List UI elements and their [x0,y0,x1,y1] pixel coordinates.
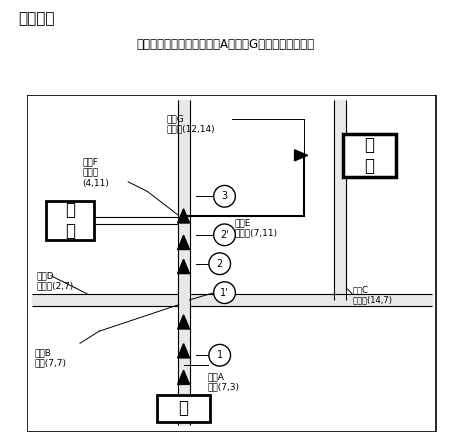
Bar [46,201,94,240]
Text: 1: 1 [216,350,223,360]
Polygon shape [178,344,189,358]
Text: 地点C
座標軸(14,7): 地点C 座標軸(14,7) [352,285,392,305]
Polygon shape [178,209,189,223]
Circle shape [214,186,235,207]
Circle shape [214,224,235,246]
Text: 地点F
座標軸
(4,11): 地点F 座標軸 (4,11) [82,158,109,188]
Polygon shape [178,259,189,274]
Circle shape [209,253,230,274]
Text: 地点B
座標(7,7): 地点B 座標(7,7) [34,348,66,367]
Bar [342,134,396,177]
Text: 地点A
座標(7,3): 地点A 座標(7,3) [207,372,240,392]
Text: 1': 1' [220,287,229,298]
Circle shape [214,282,235,304]
Polygon shape [295,150,308,161]
Text: 地点G
座標軸(12,14): 地点G 座標軸(12,14) [166,114,216,134]
Text: 地点E
座標軸(7,11): 地点E 座標軸(7,11) [234,218,277,237]
Text: 地点D
座標軸(2,7): 地点D 座標軸(2,7) [36,271,74,291]
Text: 【図２】: 【図２】 [18,11,54,26]
Polygon shape [178,315,189,329]
Text: 3: 3 [221,191,228,201]
Bar [157,395,210,422]
Text: 駅: 駅 [179,399,189,417]
Polygon shape [178,235,189,249]
Text: 2: 2 [216,259,223,269]
Polygon shape [178,370,189,384]
Text: 公
園: 公 園 [65,201,75,240]
Text: 学
校: 学 校 [364,136,374,175]
Circle shape [209,345,230,366]
Text: 2': 2' [220,230,229,240]
Text: 地図連続誘導の場合（地点Aと地点Gを選択した場合）: 地図連続誘導の場合（地点Aと地点Gを選択した場合） [136,38,314,51]
